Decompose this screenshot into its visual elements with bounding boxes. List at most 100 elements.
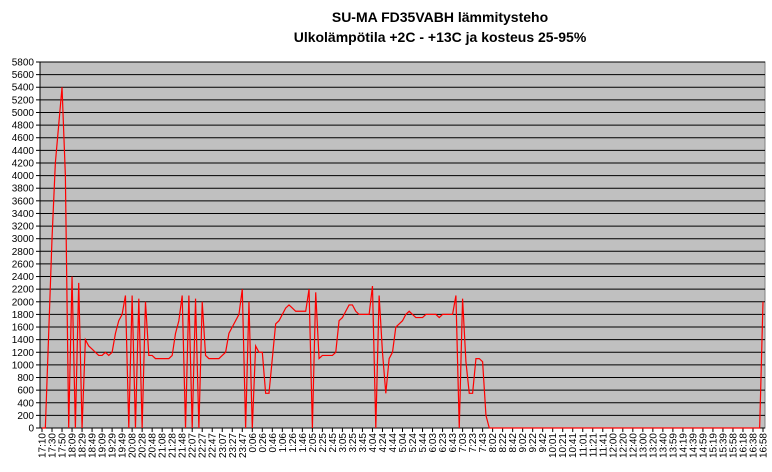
x-tick-label: 10:01 [548, 433, 559, 458]
y-tick-label: 4400 [12, 146, 35, 157]
x-tick-label: 15:39 [718, 433, 729, 458]
x-tick-label: 20:08 [128, 433, 139, 458]
y-tick-label: 3200 [12, 222, 35, 233]
y-tick-label: 1200 [12, 348, 35, 359]
y-tick-label: 4600 [12, 133, 35, 144]
x-tick-label: 12:40 [628, 433, 639, 458]
x-tick-label: 6:43 [448, 433, 459, 453]
x-tick-label: 3:45 [358, 433, 369, 453]
y-tick-label: 2600 [12, 259, 35, 270]
y-tick-label: 2800 [12, 247, 35, 258]
y-tick-label: 0 [28, 424, 34, 435]
x-tick-label: 2:45 [328, 433, 339, 453]
x-tick-label: 7:03 [458, 433, 469, 453]
y-tick-label: 1800 [12, 310, 35, 321]
x-tick-label: 7:43 [478, 433, 489, 453]
x-tick-label: 5:04 [398, 433, 409, 453]
y-tick-label: 5800 [12, 58, 35, 69]
plot-area [39, 61, 766, 429]
x-tick-label: 4:24 [378, 433, 389, 453]
x-tick-label: 13:40 [658, 433, 669, 458]
y-tick-label: 4000 [12, 171, 35, 182]
x-tick-label: 1:46 [298, 433, 309, 453]
x-tick-label: 18:29 [78, 433, 89, 458]
x-tick-label: 2:05 [308, 433, 319, 453]
x-tick-label: 21:08 [158, 433, 169, 458]
x-tick-label: 15:19 [708, 433, 719, 458]
y-tick-label: 800 [17, 373, 34, 384]
y-tick-label: 5600 [12, 70, 35, 81]
x-tick-label: 12:20 [618, 433, 629, 458]
x-tick-label: 5:44 [418, 433, 429, 453]
chart-title: SU-MA FD35VABH lämmitysteho [332, 9, 548, 25]
x-tick-label: 4:44 [388, 433, 399, 453]
x-tick-label: 10:41 [568, 433, 579, 458]
x-tick-label: 17:50 [58, 433, 69, 458]
x-tick-label: 12:00 [608, 433, 619, 458]
y-tick-label: 1000 [12, 360, 35, 371]
x-tick-label: 8:42 [508, 433, 519, 453]
y-tick-label: 5000 [12, 108, 35, 119]
x-tick-label: 16:38 [748, 433, 759, 458]
x-tick-label: 20:28 [138, 433, 149, 458]
y-tick-label: 5400 [12, 83, 35, 94]
x-tick-label: 9:42 [538, 433, 549, 453]
x-tick-label: 11:41 [598, 433, 609, 458]
x-tick-label: 20:48 [148, 433, 159, 458]
chart-subtitle: Ulkolämpötila +2C - +13C ja kosteus 25-9… [294, 29, 587, 45]
x-tick-label: 21:48 [178, 433, 189, 458]
y-tick-label: 3000 [12, 234, 35, 245]
x-tick-label: 17:30 [48, 433, 59, 458]
x-tick-label: 14:39 [688, 433, 699, 458]
x-tick-label: 11:01 [578, 433, 589, 458]
x-tick-label: 14:59 [698, 433, 709, 458]
x-tick-label: 0:46 [268, 433, 279, 453]
y-tick-label: 3400 [12, 209, 35, 220]
x-tick-label: 8:02 [488, 433, 499, 453]
data-line [42, 87, 764, 429]
x-tick-label: 1:06 [278, 433, 289, 453]
x-tick-label: 19:29 [108, 433, 119, 458]
x-tick-label: 16:58 [759, 433, 770, 458]
x-tick-label: 0:06 [248, 433, 259, 453]
x-tick-label: 0:26 [258, 433, 269, 453]
x-tick-label: 15:58 [728, 433, 739, 458]
y-tick-label: 2000 [12, 297, 35, 308]
x-tick-label: 23:47 [238, 433, 249, 458]
y-tick-label: 3800 [12, 184, 35, 195]
y-tick-label: 400 [17, 398, 34, 409]
x-tick-label: 1:26 [288, 433, 299, 453]
x-tick-label: 19:09 [98, 433, 109, 458]
x-tick-label: 23:07 [218, 433, 229, 458]
x-tick-label: 13:20 [648, 433, 659, 458]
y-tick-label: 4200 [12, 158, 35, 169]
y-tick-label: 3600 [12, 196, 35, 207]
x-tick-label: 22:47 [208, 433, 219, 458]
x-tick-label: 9:02 [518, 433, 529, 453]
y-tick-label: 2400 [12, 272, 35, 283]
x-tick-label: 18:49 [88, 433, 99, 458]
x-tick-label: 13:00 [638, 433, 649, 458]
x-tick-label: 19:49 [118, 433, 129, 458]
x-tick-label: 2:25 [318, 433, 329, 453]
x-tick-label: 3:25 [348, 433, 359, 453]
x-tick-label: 11:21 [588, 433, 599, 458]
x-tick-label: 17:10 [38, 433, 49, 458]
y-tick-label: 5200 [12, 95, 35, 106]
x-tick-label: 4:04 [368, 433, 379, 453]
y-tick-label: 600 [17, 386, 34, 397]
x-tick-label: 21:28 [168, 433, 179, 458]
x-tick-label: 6:03 [428, 433, 439, 453]
y-tick-label: 1600 [12, 323, 35, 334]
x-tick-label: 3:05 [338, 433, 349, 453]
x-tick-label: 10:21 [558, 433, 569, 458]
x-tick-label: 9:22 [528, 433, 539, 453]
x-tick-label: 16:18 [738, 433, 749, 458]
x-tick-label: 8:22 [498, 433, 509, 453]
x-tick-label: 5:24 [408, 433, 419, 453]
x-tick-label: 22:27 [198, 433, 209, 458]
x-tick-label: 7:23 [468, 433, 479, 453]
x-tick-label: 14:19 [678, 433, 689, 458]
y-tick-label: 200 [17, 411, 34, 422]
